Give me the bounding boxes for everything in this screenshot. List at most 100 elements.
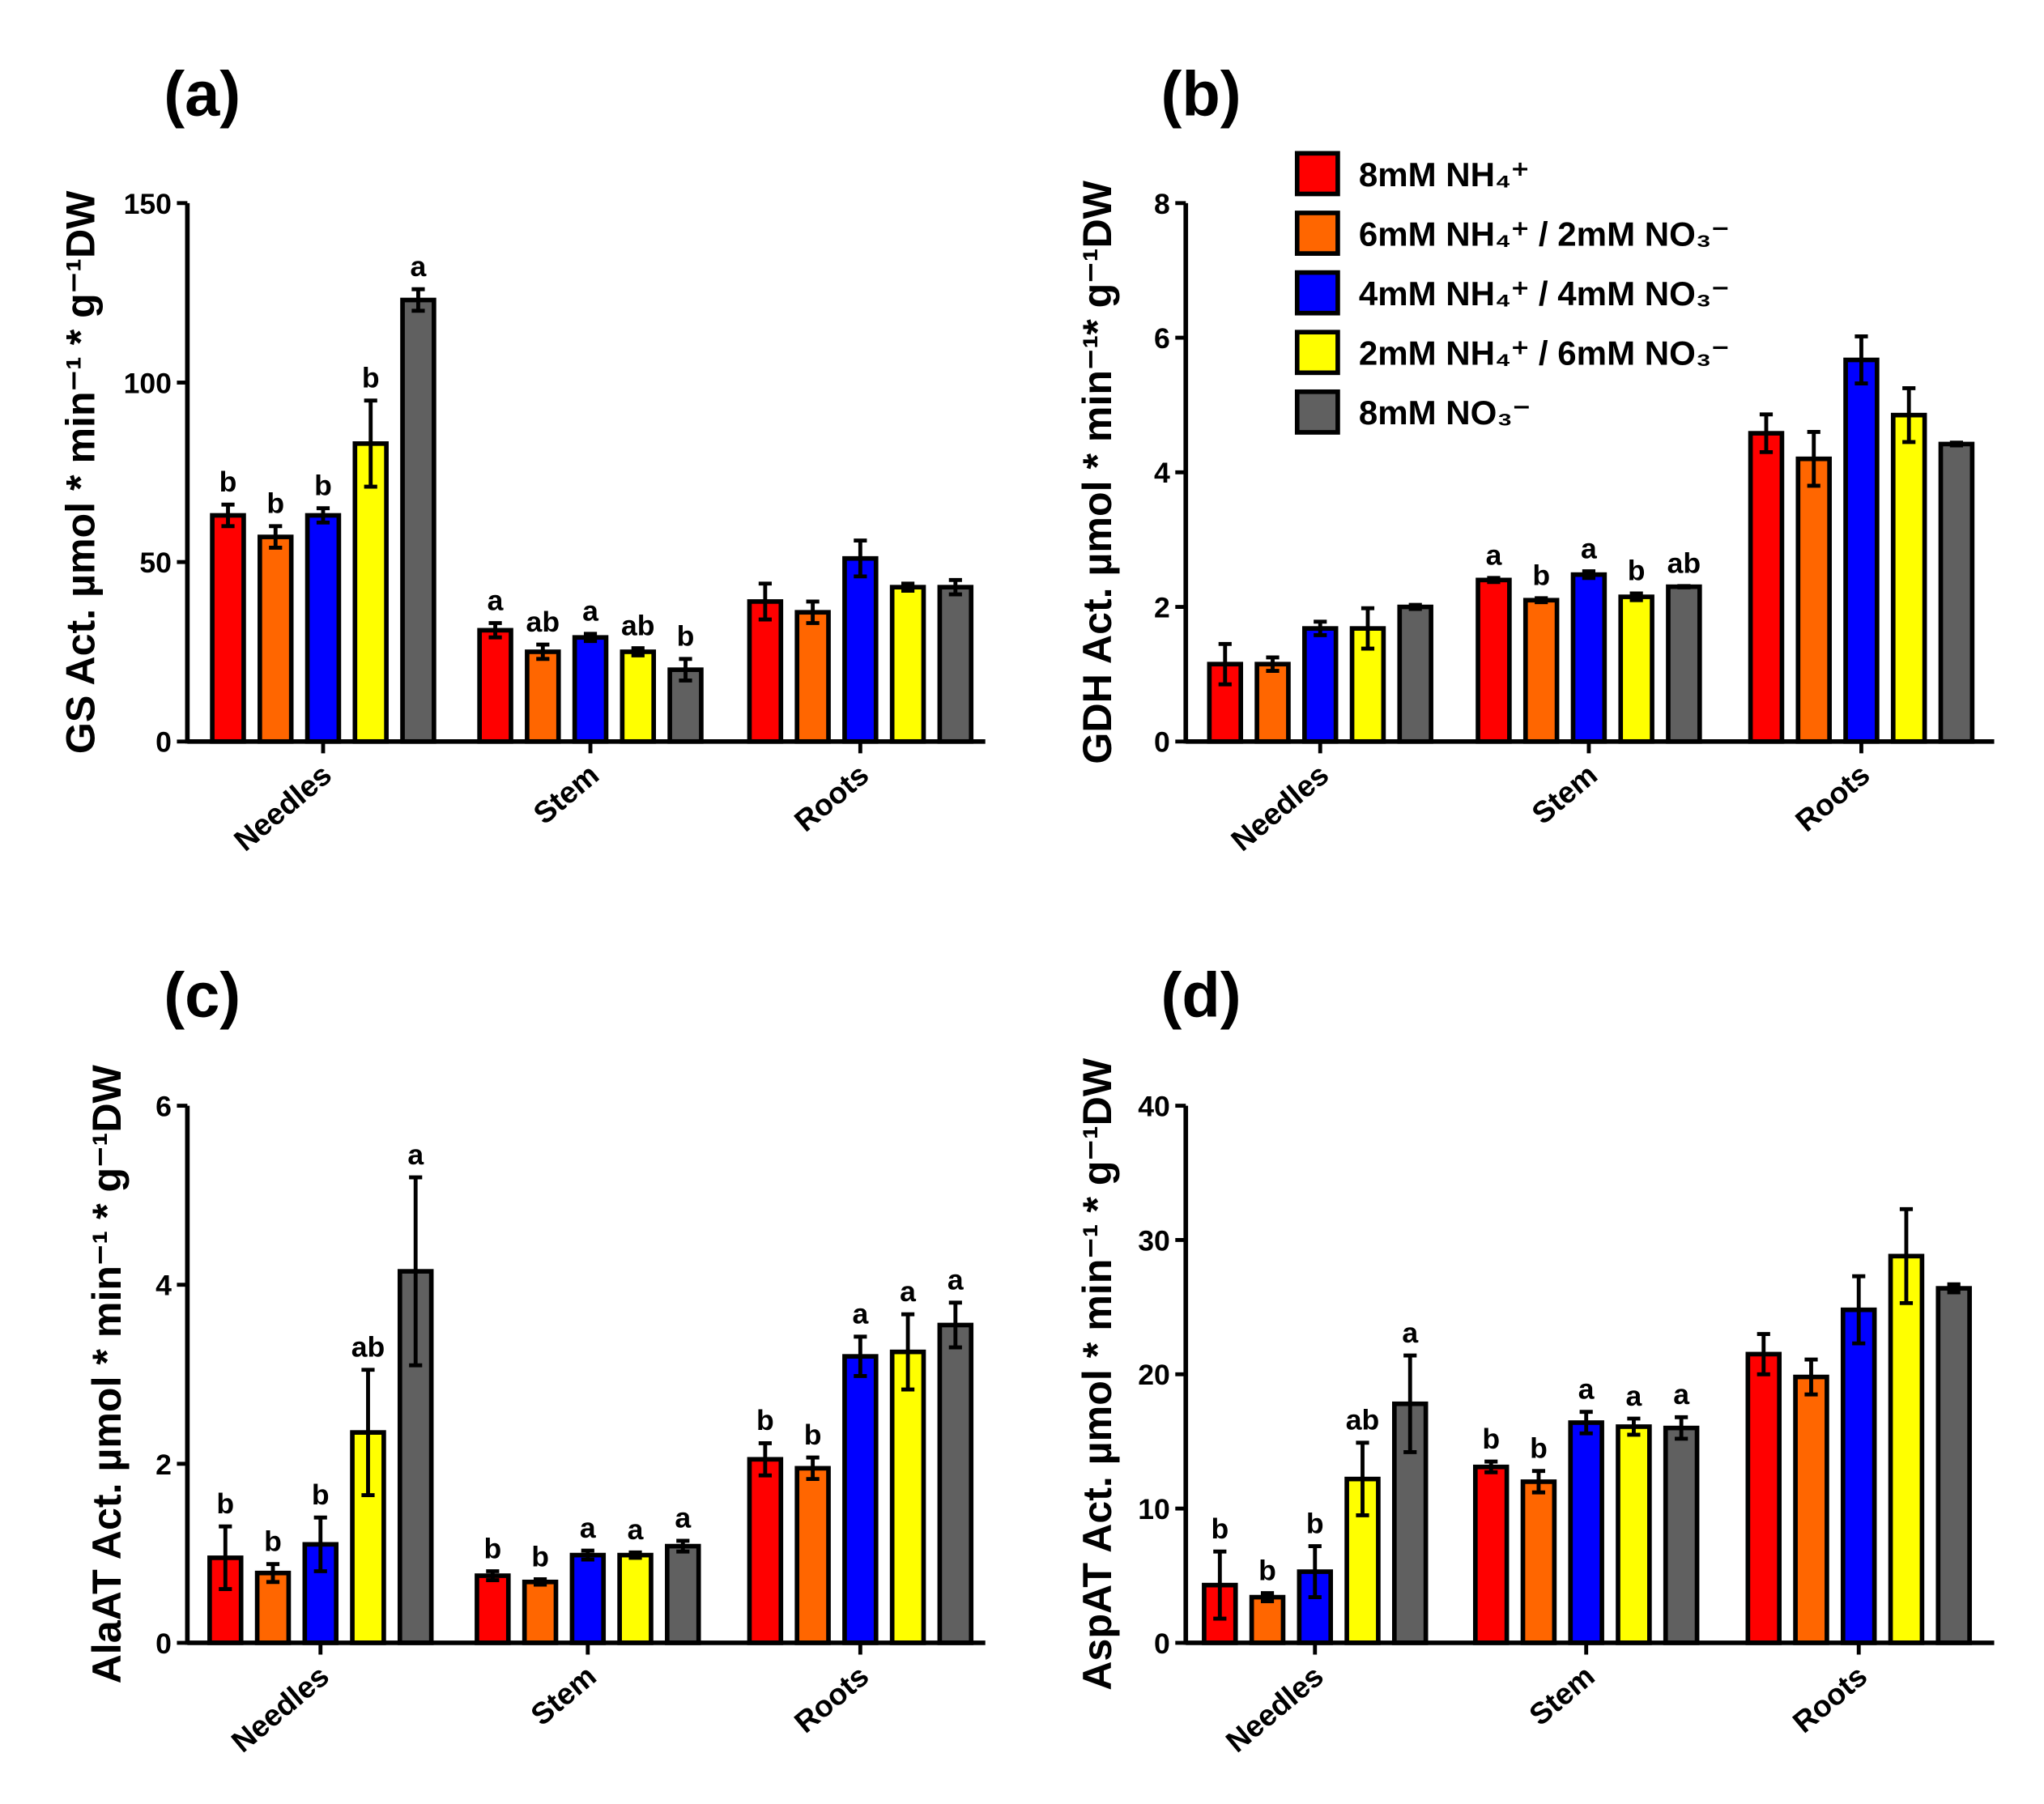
legend: 8mM NH₄⁺ 6mM NH₄⁺ / 2mM NO₃⁻ 4mM NH₄⁺ / 4m… [1294, 151, 1730, 435]
bar [1254, 662, 1291, 744]
significance-letter: b [531, 1540, 549, 1572]
significance-letter: ab [1346, 1404, 1380, 1436]
x-tick-label: Roots [1786, 1658, 1874, 1739]
bar [352, 441, 389, 744]
x-tick-label: Needles [228, 757, 338, 857]
x-tick-label: Stem [1522, 1658, 1601, 1732]
legend-label: 8mM NO₃⁻ [1359, 394, 1531, 432]
bar [522, 1579, 559, 1645]
y-tick-label: 150 [124, 188, 172, 220]
significance-letter: a [947, 1264, 965, 1296]
significance-letter: a [488, 584, 505, 616]
y-tick-label: 8 [1154, 188, 1170, 220]
significance-letter: ab [526, 606, 560, 638]
significance-letter: a [675, 1502, 692, 1534]
y-tick-label: 10 [1138, 1493, 1170, 1525]
x-tick-label: Stem [526, 757, 605, 831]
y-tick-label: 2 [1154, 592, 1170, 624]
legend-label: 2mM NH₄⁺ / 6mM NO₃⁻ [1359, 334, 1730, 372]
bar [1745, 1351, 1782, 1645]
legend-swatch [1294, 151, 1340, 197]
x-tick-label: Roots [788, 1658, 875, 1739]
bar [1890, 412, 1927, 744]
bar [477, 628, 513, 744]
bar [665, 1543, 701, 1645]
y-axis-label: AspAT Act. µmol * min⁻¹ * g⁻¹DW [1075, 1057, 1120, 1691]
bar [1935, 1286, 1972, 1645]
bar [889, 585, 926, 744]
significance-letter: b [264, 1525, 282, 1557]
bar [1249, 1594, 1286, 1645]
bar [842, 555, 879, 744]
legend-label: 8mM NH₄⁺ [1359, 155, 1529, 194]
significance-letter: b [756, 1404, 774, 1436]
bar [1663, 1425, 1700, 1645]
y-tick-label: 40 [1138, 1091, 1170, 1123]
significance-letter: b [1258, 1554, 1276, 1586]
bar [1397, 604, 1433, 744]
significance-letter: a [900, 1275, 917, 1308]
significance-letter: a [1486, 539, 1503, 572]
significance-letter: a [411, 250, 428, 283]
y-tick-label: 0 [1154, 726, 1170, 759]
x-tick-label: Roots [1789, 757, 1876, 838]
bar [1840, 1307, 1877, 1645]
bar [1472, 1464, 1510, 1645]
panel-a: (a)GS Act. µmol * min⁻¹ * g⁻¹DW bababbaba… [57, 59, 986, 857]
bar [1568, 1420, 1604, 1645]
bar [525, 649, 561, 744]
legend-swatch [1294, 330, 1340, 376]
y-tick-label: 2 [155, 1449, 172, 1481]
x-tick-label: Roots [788, 757, 875, 838]
bar [842, 1354, 879, 1645]
bar [1476, 577, 1512, 744]
bar [794, 610, 831, 744]
bar [1843, 357, 1880, 744]
significance-letter: b [1211, 1513, 1229, 1545]
bar [1301, 626, 1339, 744]
significance-letter: b [219, 466, 237, 498]
bar [210, 513, 246, 744]
significance-letter: b [1628, 555, 1646, 587]
y-tick-label: 0 [1154, 1627, 1170, 1660]
bar [400, 297, 436, 744]
significance-letter: a [582, 595, 599, 628]
legend-label: 4mM NH₄⁺ / 4mM NO₃⁻ [1359, 274, 1730, 313]
bar [1748, 431, 1785, 744]
bar [1938, 441, 1975, 744]
significance-letter: a [1581, 532, 1598, 564]
significance-letter: b [362, 361, 380, 394]
panel-label: (d) [1161, 961, 1241, 1031]
significance-letter: b [1530, 1432, 1548, 1464]
bar [620, 649, 657, 744]
bar [937, 1322, 974, 1645]
bar [258, 534, 294, 744]
x-tick-label: Needles [225, 1658, 335, 1759]
bar [475, 1573, 511, 1645]
bar [747, 599, 784, 744]
significance-letter: b [1306, 1507, 1324, 1539]
panel-label: (b) [1161, 59, 1241, 129]
significance-letter: b [1532, 559, 1550, 592]
y-axis-label: AlaAT Act. µmol * min⁻¹ * g⁻¹DW [84, 1064, 130, 1683]
significance-letter: b [483, 1532, 501, 1564]
bar [1793, 1374, 1829, 1645]
significance-letter: a [1673, 1378, 1690, 1410]
y-tick-label: 4 [1154, 457, 1170, 489]
x-tick-label: Needles [1224, 757, 1335, 857]
significance-letter: ab [1667, 547, 1701, 580]
bar [1616, 1424, 1652, 1645]
significance-letter: ab [351, 1331, 385, 1364]
bar [1666, 584, 1702, 744]
significance-letter: a [852, 1298, 869, 1330]
bar [1520, 1479, 1557, 1645]
y-axis-label: GDH Act. µmol * min⁻¹* g⁻¹DW [1075, 180, 1120, 764]
significance-letter: a [1578, 1373, 1595, 1406]
panel-d: (d)AspAT Act. µmol * min⁻¹ * g⁻¹DW bbbbba… [1075, 961, 1995, 1759]
legend-swatch [1294, 270, 1340, 316]
significance-letter: b [314, 469, 332, 501]
y-tick-label: 0 [155, 1627, 172, 1660]
